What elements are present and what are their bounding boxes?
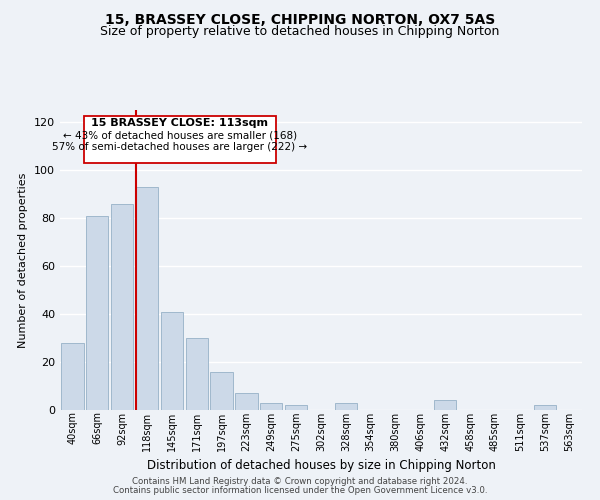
Bar xyxy=(161,312,183,410)
Bar xyxy=(285,405,307,410)
Text: 15, BRASSEY CLOSE, CHIPPING NORTON, OX7 5AS: 15, BRASSEY CLOSE, CHIPPING NORTON, OX7 … xyxy=(105,12,495,26)
Text: Contains public sector information licensed under the Open Government Licence v3: Contains public sector information licen… xyxy=(113,486,487,495)
Text: 15 BRASSEY CLOSE: 113sqm: 15 BRASSEY CLOSE: 113sqm xyxy=(91,118,268,128)
Bar xyxy=(434,400,457,410)
Bar xyxy=(111,204,133,410)
Bar xyxy=(86,216,109,410)
Bar xyxy=(260,403,283,410)
Bar xyxy=(136,187,158,410)
Bar xyxy=(235,393,257,410)
Text: Size of property relative to detached houses in Chipping Norton: Size of property relative to detached ho… xyxy=(100,25,500,38)
Text: ← 43% of detached houses are smaller (168): ← 43% of detached houses are smaller (16… xyxy=(63,131,297,141)
Text: Contains HM Land Registry data © Crown copyright and database right 2024.: Contains HM Land Registry data © Crown c… xyxy=(132,477,468,486)
Bar xyxy=(335,403,357,410)
Bar xyxy=(185,338,208,410)
Bar xyxy=(533,405,556,410)
Bar xyxy=(61,343,83,410)
Y-axis label: Number of detached properties: Number of detached properties xyxy=(19,172,28,348)
X-axis label: Distribution of detached houses by size in Chipping Norton: Distribution of detached houses by size … xyxy=(146,459,496,472)
Text: 57% of semi-detached houses are larger (222) →: 57% of semi-detached houses are larger (… xyxy=(52,142,307,152)
Bar xyxy=(211,372,233,410)
